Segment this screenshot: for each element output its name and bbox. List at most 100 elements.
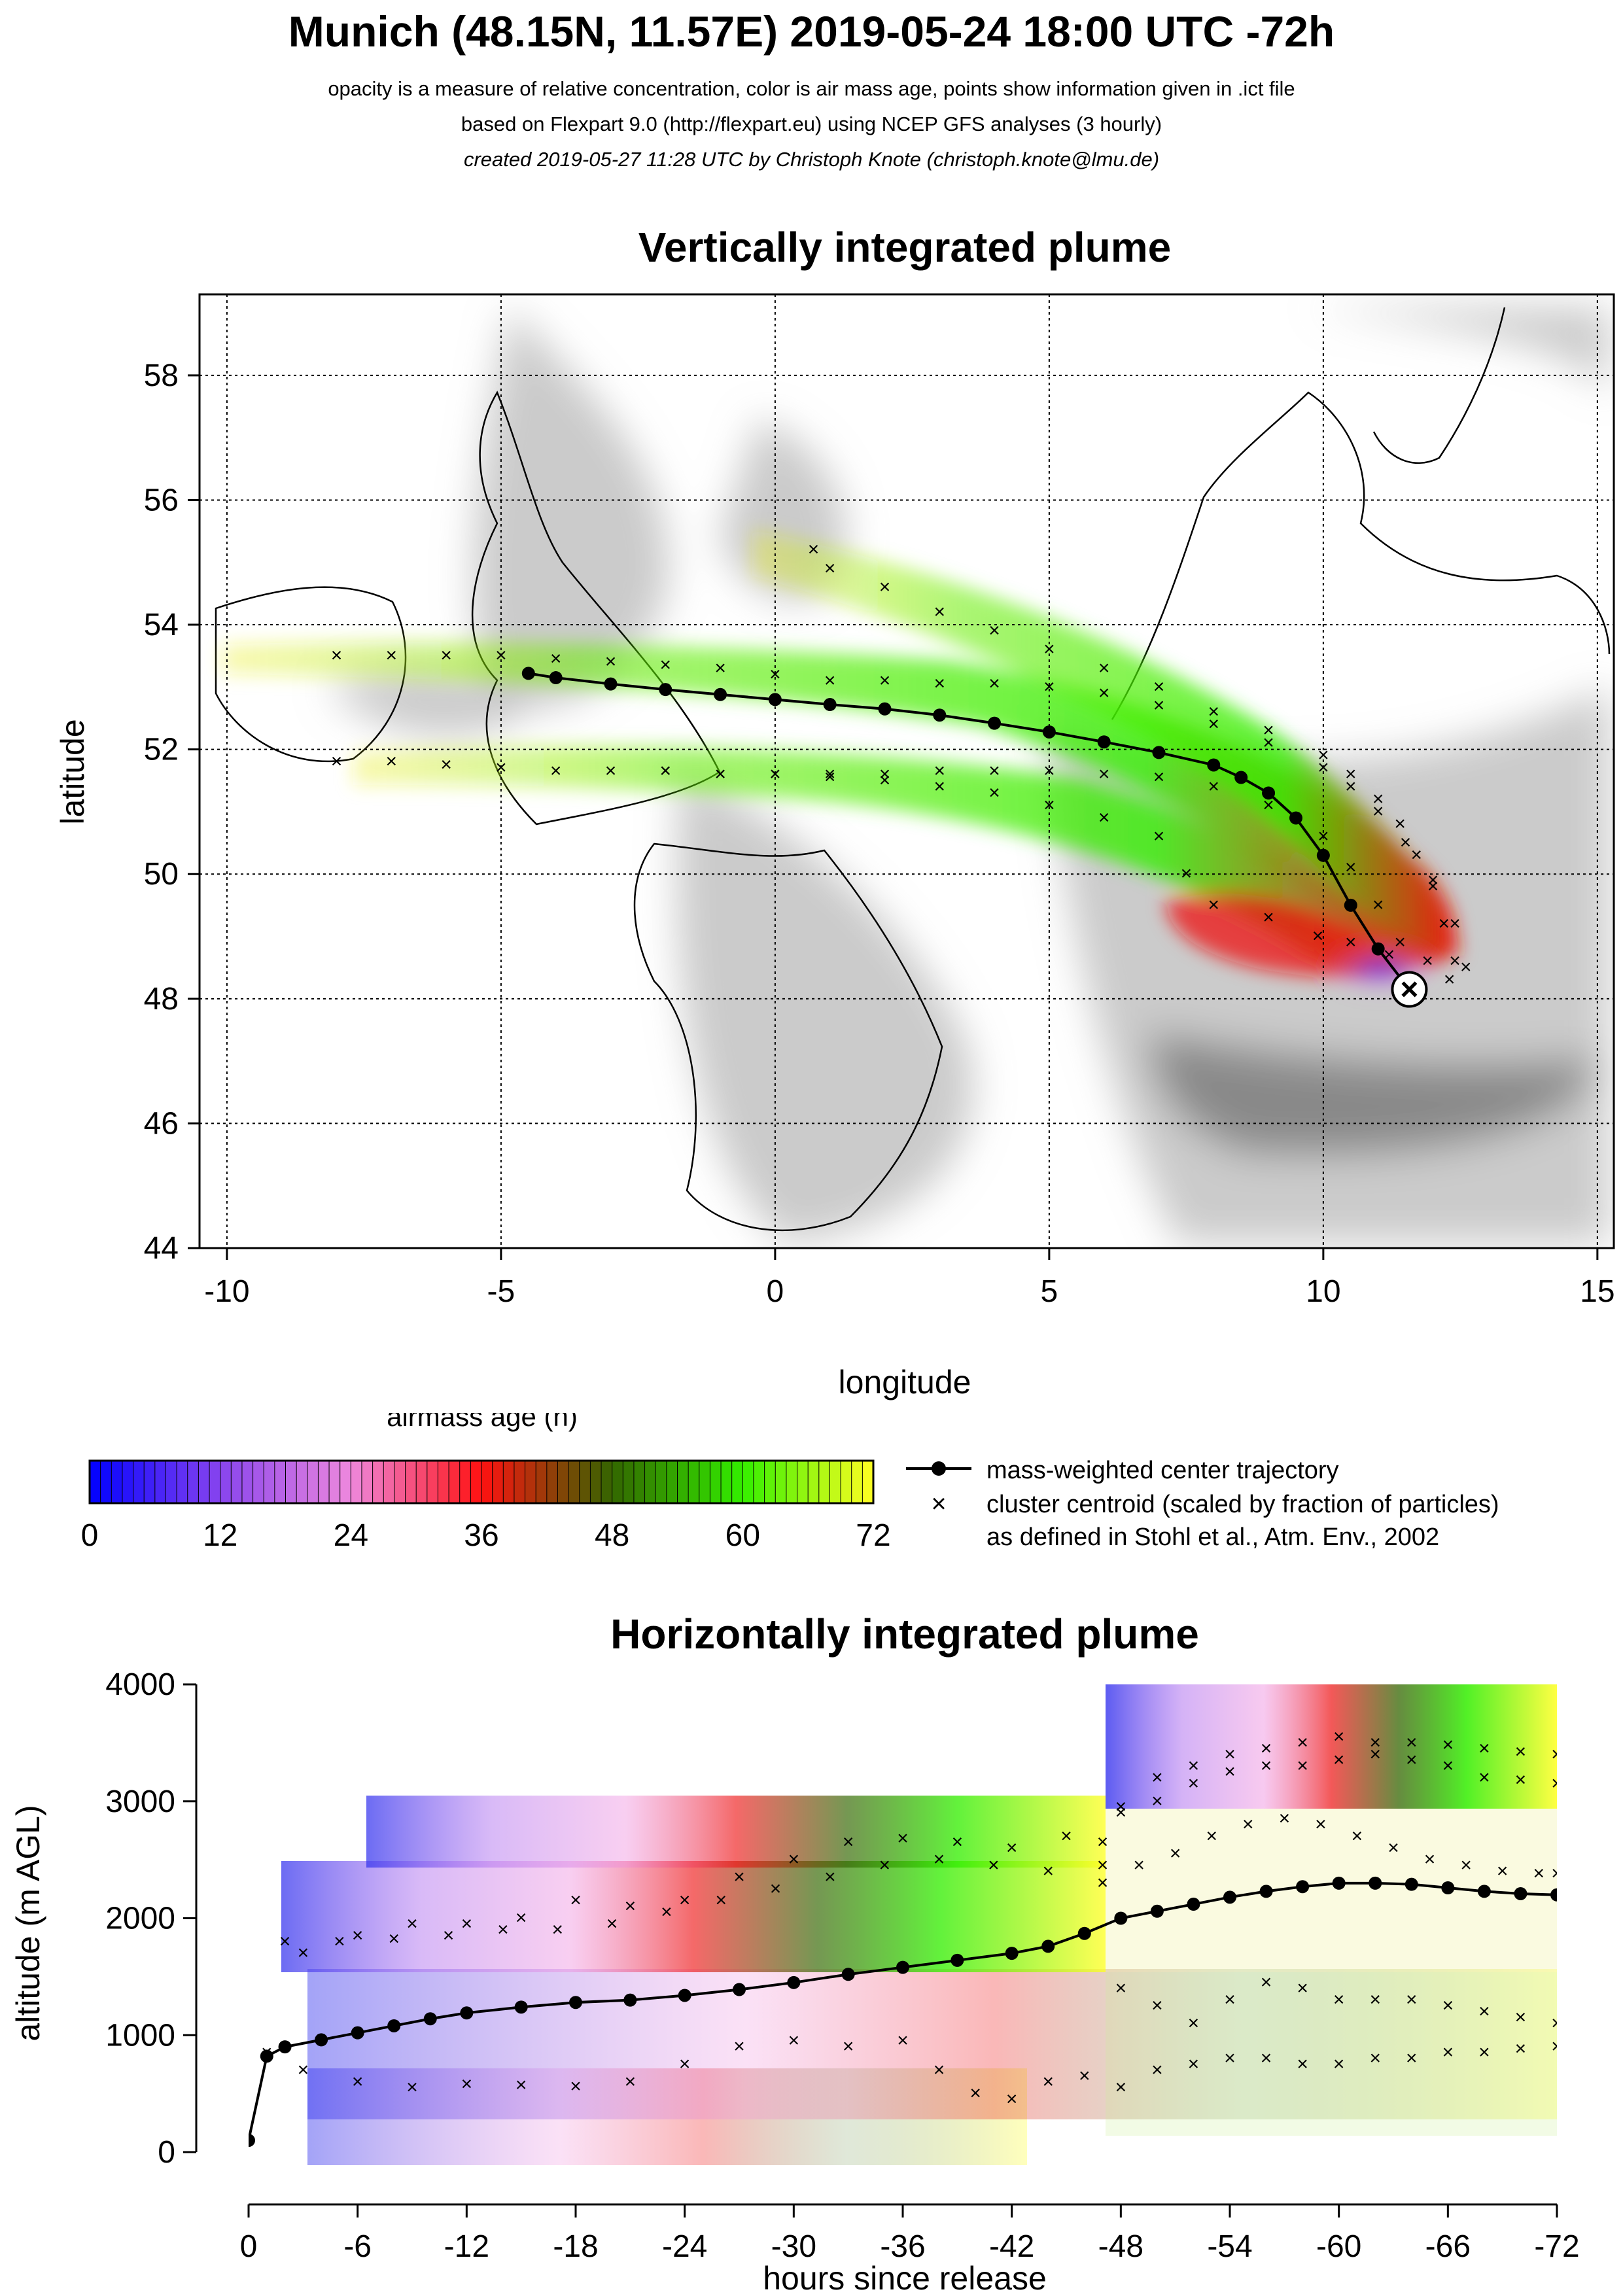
map-y-tick-label: 50 <box>144 857 179 892</box>
map-cluster-centroid: × <box>1153 767 1165 788</box>
map-center-trajectory-point <box>988 716 1002 730</box>
legend-cross-symbol: × <box>931 1489 946 1518</box>
colorbar-cell <box>230 1460 243 1504</box>
horizontal-plume-chart: Horizontally integrated plume ×××× × ×× × ××… <box>10 1610 1580 2296</box>
altitude-cluster-centroid: × <box>443 1924 455 1946</box>
colorbar-cell <box>557 1460 570 1504</box>
colorbar-cell <box>100 1460 113 1504</box>
altitude-cluster-centroid: × <box>1515 1741 1527 1763</box>
map-cluster-centroid: × <box>1411 844 1423 866</box>
altitude-cluster-centroid: × <box>1242 1814 1254 1835</box>
map-cluster-centroid: × <box>988 620 1000 642</box>
map-cluster-centroid: × <box>440 645 452 667</box>
colorbar-cell <box>263 1460 275 1504</box>
colorbar-cell <box>840 1460 852 1504</box>
altitude-x-tick-label: -12 <box>444 2229 489 2264</box>
map-cluster-centroid: × <box>331 645 343 667</box>
map-x-tick-label: 0 <box>767 1274 784 1309</box>
altitude-cluster-centroid: × <box>497 1919 509 1940</box>
colorbar-cell <box>405 1460 417 1504</box>
colorbar-tick-label: 48 <box>595 1518 629 1553</box>
colorbar-cell <box>666 1460 678 1504</box>
colorbar-cell <box>720 1460 733 1504</box>
map-cluster-centroid: × <box>495 757 507 778</box>
altitude-x-tick-label: -66 <box>1425 2229 1471 2264</box>
altitude-cluster-centroid: × <box>934 1849 945 1870</box>
altitude-cluster-centroid: × <box>298 2059 309 2081</box>
altitude-cluster-centroid: × <box>934 2059 945 2081</box>
altitude-cluster-centroid: × <box>570 2076 582 2097</box>
map-cluster-centroid: × <box>1098 657 1110 679</box>
map-cluster-centroid: × <box>714 763 726 785</box>
altitude-cluster-centroid: × <box>1369 1743 1381 1765</box>
plume-concentration <box>222 530 1459 994</box>
map-cluster-centroid: × <box>824 557 836 579</box>
colorbar-cell <box>862 1460 874 1504</box>
map-title: Vertically integrated plume <box>638 224 1172 271</box>
altitude-cluster-centroid: × <box>352 2071 364 2093</box>
map-cluster-centroid: × <box>1345 857 1357 878</box>
map-cluster-centroid: × <box>1449 913 1461 934</box>
coastline-outlines <box>215 307 1611 1232</box>
altitude-center-trajectory-point <box>1077 1926 1091 1940</box>
colorbar-cell <box>514 1460 526 1504</box>
altitude-cluster-centroid: × <box>1042 1860 1054 1882</box>
altitude-cluster-centroid: × <box>1115 1977 1127 1999</box>
map-cluster-centroid: × <box>1318 757 1329 778</box>
altitude-cluster-centroid: × <box>606 1913 618 1934</box>
map-y-tick-label: 56 <box>144 483 179 517</box>
altitude-cluster-centroid: × <box>1369 2047 1381 2069</box>
altitude-cluster-centroid: × <box>1551 1743 1563 1765</box>
colorbar-cell <box>644 1460 657 1504</box>
map-cluster-centroid: × <box>824 670 836 691</box>
map-cluster-centroid: × <box>934 673 946 695</box>
map-data-marks: ××××××××××××××××××××××××××××××××××××××××… <box>331 539 1472 1008</box>
map-center-trajectory-point <box>1234 771 1248 784</box>
altitude-cluster-centroid: × <box>1042 2071 1054 2093</box>
altitude-cluster-centroid: × <box>1333 1726 1345 1747</box>
colorbar-cell <box>296 1460 308 1504</box>
map-center-trajectory-point <box>1262 786 1276 800</box>
altitude-center-trajectory-point <box>951 1953 964 1967</box>
map-cluster-centroid: × <box>1153 676 1165 697</box>
colorbar-cell <box>209 1460 221 1504</box>
colorbar-cell <box>699 1460 711 1504</box>
altitude-x-tick-label: -6 <box>343 2229 372 2264</box>
altitude-x-tick-label: -42 <box>989 2229 1034 2264</box>
colorbar-tick-label: 24 <box>334 1518 368 1553</box>
map-cluster-centroid: × <box>1372 801 1384 822</box>
altitude-cluster-centroid: × <box>515 2074 527 2096</box>
map-cluster-centroid: × <box>1263 794 1274 816</box>
altitude-cluster-centroid: × <box>788 2030 800 2051</box>
altitude-cluster-centroid: × <box>1406 1749 1418 1771</box>
altitude-cluster-centroid: × <box>1478 1737 1490 1759</box>
map-y-tick-label: 58 <box>144 358 179 393</box>
map-cluster-centroid: × <box>1460 956 1472 978</box>
altitude-cluster-centroid: × <box>1533 1863 1544 1885</box>
altitude-x-tick-label: -18 <box>553 2229 598 2264</box>
altitude-cluster-centroid: × <box>1406 1731 1418 1753</box>
altitude-cluster-centroid: × <box>1115 1796 1127 1818</box>
altitude-center-trajectory-point <box>387 2019 401 2032</box>
subtitle-description: opacity is a measure of relative concent… <box>328 77 1295 100</box>
map-cluster-centroid: × <box>824 767 836 788</box>
altitude-x-tick-label: -72 <box>1534 2229 1579 2264</box>
altitude-cluster-centroid: × <box>1497 1860 1509 1882</box>
map-cluster-centroid: × <box>1208 776 1220 797</box>
map-cluster-centroid: × <box>934 601 946 623</box>
map-cluster-centroid: × <box>386 645 398 667</box>
altitude-cluster-centroid: × <box>1261 1755 1272 1777</box>
altitude-y-tick-label: 4000 <box>105 1667 175 1702</box>
altitude-center-trajectory-point <box>569 1996 582 2009</box>
altitude-cluster-centroid: × <box>1297 2053 1308 2075</box>
map-center-trajectory-point <box>521 667 535 680</box>
map-cluster-centroid: × <box>1394 813 1406 835</box>
colorbar-tick-label: 72 <box>856 1518 890 1553</box>
altitude-center-trajectory-point <box>514 2000 528 2014</box>
altitude-cluster-centroid: × <box>1387 1837 1399 1858</box>
vertical-plume-chart: Vertically integrated plume <box>54 224 1615 1400</box>
altitude-cluster-centroid: × <box>1224 1761 1236 1783</box>
map-cluster-centroid: × <box>1153 695 1165 716</box>
map-cluster-centroid: × <box>1098 763 1110 785</box>
map-cluster-centroid: × <box>1263 720 1274 741</box>
